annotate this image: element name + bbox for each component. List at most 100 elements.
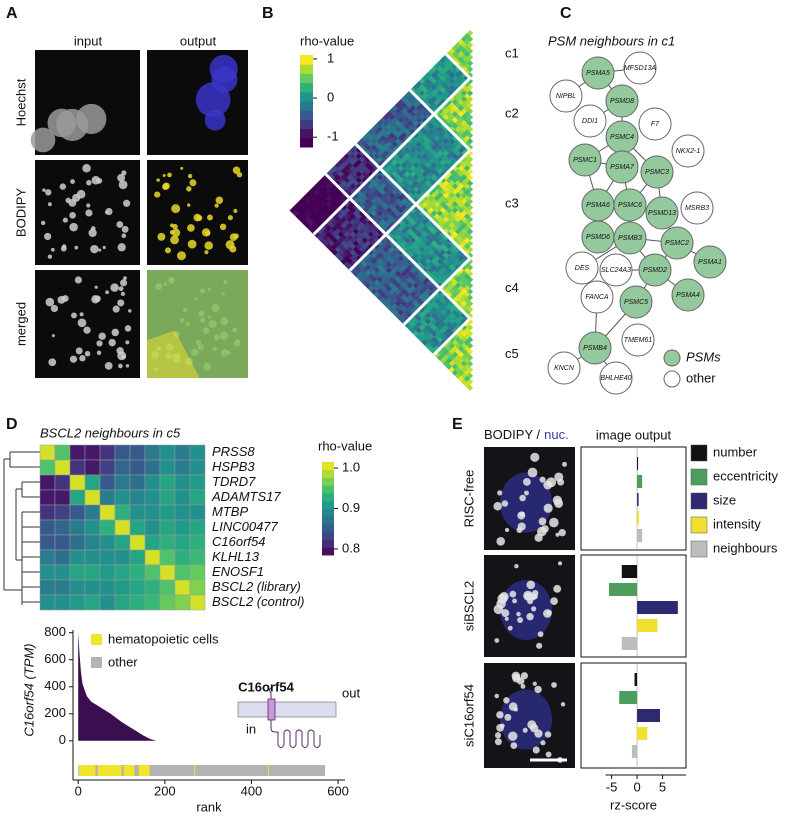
image-detail [50,247,55,252]
cluster-gap [444,52,472,80]
heatmap-cell [39,594,56,611]
image-detail [61,295,69,302]
image-detail [84,350,91,357]
node-label: MFSD13A [624,65,657,72]
heatmap-cell [39,474,56,491]
lipid-droplet [510,742,518,749]
node-label: PSMC2 [665,240,689,247]
rug-other [78,765,326,776]
row-label: HSPB3 [212,459,255,474]
lipid-droplet [544,731,552,738]
colorbar-step [322,477,334,486]
network-node [568,143,602,177]
diagram-title: C16orf54 [238,679,294,694]
heatmap-cell [84,519,101,536]
colorbar-title: rho-value [318,438,372,453]
heatmap-cell [54,534,71,551]
segmentation [147,330,200,378]
heatmap-cell [69,594,86,611]
image-detail [121,354,126,360]
heatmap-cell [189,504,206,521]
bar [637,511,640,524]
image-detail [111,328,120,337]
image-detail [104,362,113,370]
heatmap-cell [54,474,71,491]
legend-label: size [713,492,736,507]
heatmap-cell [174,459,191,476]
heatmap-cell [129,444,146,461]
image-detail [96,340,103,347]
image-detail [172,223,178,230]
heatmap-cell [144,459,161,476]
legend-swatch [690,540,708,558]
heatmap-cell [144,564,161,581]
image-detail [69,211,76,219]
lipid-droplet [524,490,529,496]
node-label: PSMA6 [586,202,610,209]
heatmap-cell [99,594,116,611]
heatmap-cell [144,474,161,491]
bar [637,709,661,722]
image-detail [187,173,193,179]
image-detail [128,309,132,313]
image-detail [77,318,87,328]
row-label: KLHL13 [212,549,260,564]
heatmap-cell [69,459,86,476]
panel-label: C [560,5,572,22]
lipid-droplet [520,683,526,689]
heatmap-cell [114,519,131,536]
lipid-droplet [509,590,517,598]
row-title: siC16orf54 [461,684,476,747]
heatmap-cell [144,579,161,596]
x-tick-label: -5 [606,779,618,794]
heatmap-cell [84,534,101,551]
row-label: LINC00477 [212,519,279,534]
image-detail [209,54,238,84]
row-label: BSCL2 (library) [212,579,301,594]
lipid-droplet [531,593,538,600]
heatmap-cell [39,519,56,536]
node-label: PSMB4 [583,345,607,352]
row-title: BODIPY [13,188,28,237]
heatmap-cell [54,489,71,506]
heatmap-cell [69,534,86,551]
image-detail [177,251,186,261]
legend-label: other [108,654,138,669]
lipid-droplet [493,604,504,615]
heatmap-cell [69,579,86,596]
bar [637,619,658,632]
image-detail [82,164,91,173]
heatmap-cell [129,489,146,506]
heatmap-cell [39,564,56,581]
protein-chain [269,687,272,699]
heatmap-cell [129,549,146,566]
nucleus [500,472,552,533]
image-detail [167,172,172,178]
colorbar-step [322,524,334,533]
x-tick-label: 5 [659,779,666,794]
image-detail [186,186,192,192]
image-detail [120,279,128,287]
bar [637,493,639,506]
image-detail [229,245,237,253]
protein-chain [270,720,321,748]
image-detail [94,285,98,289]
cluster-gap [312,77,472,236]
lipid-droplet [545,751,552,758]
legend-label: hematopoietic cells [108,631,219,646]
image-detail [118,363,123,369]
image-detail [76,189,86,199]
lipid-droplet [512,598,517,604]
cluster-label: c3 [505,196,519,211]
row-title: siBSCL2 [461,581,476,632]
y-tick-label: 200 [44,705,66,720]
rug-hematopoietic [123,765,135,776]
colorbar-tick-label: 0 [327,90,334,105]
heatmap-cell [39,489,56,506]
colorbar-step [300,119,313,130]
image-detail [30,127,56,153]
image-detail [50,304,59,313]
network-node [580,280,614,314]
image-detail [219,223,227,231]
image-detail [171,204,181,214]
